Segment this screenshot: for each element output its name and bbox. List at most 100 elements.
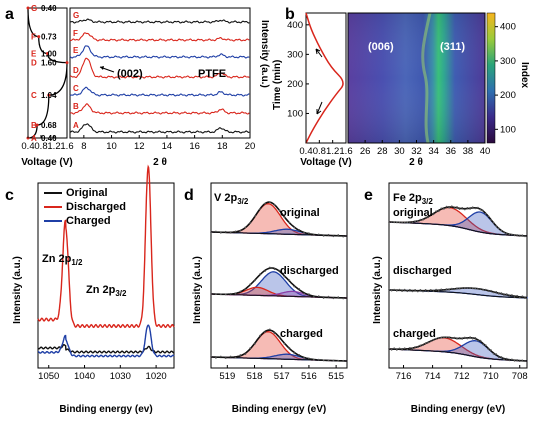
a-xrd-x-tick-label: 20 — [245, 141, 256, 152]
xps-data-point — [278, 335, 281, 338]
xps-data-point — [298, 354, 300, 356]
xps-data-point — [435, 337, 437, 340]
xps-data-point — [337, 359, 340, 362]
b-colorbar-tick-label: 400 — [500, 22, 516, 33]
b-heatmap-xlabel: 2 θ — [409, 157, 423, 168]
xps-data-point — [503, 231, 505, 234]
xps-data-point — [210, 355, 212, 358]
a-point-letter: D — [31, 59, 37, 68]
c-x-tick-label: 1030 — [110, 371, 131, 382]
xps-data-point — [259, 273, 261, 275]
xps-data-point — [308, 357, 310, 360]
xps-data-point — [388, 221, 390, 224]
xps-data-point — [406, 290, 409, 293]
b-time-tick-label: 300 — [287, 49, 303, 60]
a-point-value: 0.40 — [41, 134, 57, 143]
xps-data-point — [239, 354, 242, 356]
xps-data-point — [278, 209, 281, 212]
xps-data-point — [422, 218, 424, 221]
xps-panel-label: charged — [280, 328, 323, 340]
xps-data-point — [268, 328, 271, 331]
xps-data-point — [283, 342, 286, 345]
c-ylabel: Intensity (a.u.) — [12, 256, 23, 324]
a-xrd-series-line — [69, 123, 250, 134]
xps-data-point — [427, 290, 430, 293]
a-peak-002-arrowhead — [100, 66, 104, 70]
xps-data-point — [283, 216, 286, 219]
b-colorbar-tick-label: 100 — [500, 124, 516, 135]
a-xrd-x-tick-label: 12 — [134, 141, 145, 152]
xps-data-point — [288, 346, 291, 349]
xps-data-point — [497, 227, 500, 230]
xps-data-point — [219, 293, 222, 295]
xps-data-point — [524, 360, 526, 363]
d-frame — [210, 182, 348, 369]
c-xlabel: Binding energy (ev) — [59, 404, 152, 415]
xps-data-point — [505, 357, 508, 360]
xps-data-point — [500, 229, 503, 232]
xps-data-point — [477, 288, 479, 290]
c-series-line — [37, 164, 175, 329]
c-x-tick-label: 1050 — [38, 371, 59, 382]
xps-data-point — [409, 347, 411, 349]
c-x-tick-label: 1020 — [146, 371, 167, 382]
a-point-value: 1.00 — [41, 50, 57, 59]
b-heatmap-x-tick-label: 38 — [463, 146, 474, 157]
xps-data-point — [492, 221, 495, 224]
xps-data-point — [424, 289, 427, 291]
xps-data-point — [393, 221, 396, 224]
xps-panel-label: original — [280, 207, 320, 219]
xps-data-point — [518, 360, 521, 362]
a-xrd-series-line — [69, 86, 250, 97]
xps-data-point — [337, 296, 340, 298]
xps-data-point — [259, 208, 261, 211]
a-voltage-x-tick-label: 0.8 — [34, 141, 47, 152]
xps-data-point — [450, 205, 453, 208]
xps-data-point — [456, 206, 458, 208]
xps-data-point — [422, 290, 424, 293]
a-point-marker — [37, 35, 41, 39]
xps-data-point — [448, 336, 450, 339]
b-time-tick-label: 100 — [287, 108, 303, 119]
xps-data-point — [403, 347, 406, 350]
panel-b: 0.4 0.8 1.2 1.6 100 200 300 400 Voltage (V) Ti… — [272, 12, 530, 168]
xps-data-point — [471, 337, 474, 340]
xps-data-point — [264, 270, 266, 272]
xps-data-point — [419, 344, 422, 347]
xps-data-point — [322, 359, 325, 362]
d-xlabel: Binding energy (eV) — [232, 404, 326, 415]
xps-data-point — [490, 349, 492, 351]
panel-label-a: a — [5, 6, 14, 23]
b-arrow-down — [316, 101, 323, 115]
xps-data-point — [229, 355, 232, 358]
xps-data-point — [424, 342, 427, 345]
b-voltage-x-tick-label: 1.2 — [326, 146, 339, 157]
xps-data-point — [495, 291, 498, 293]
xps-data-point — [312, 296, 315, 298]
xps-data-point — [432, 213, 435, 216]
xps-data-point — [283, 275, 286, 278]
xps-data-point — [516, 294, 518, 297]
xps-background — [389, 221, 528, 237]
xps-data-point — [244, 226, 247, 229]
a-xrd-series-line — [69, 18, 250, 24]
xps-data-point — [484, 344, 487, 347]
xps-data-point — [487, 215, 490, 218]
xps-data-point — [448, 206, 450, 209]
xps-x-tick-label: 517 — [274, 371, 290, 382]
xps-data-point — [244, 353, 247, 355]
b-peak-006-label: (006) — [368, 41, 394, 53]
a-voltage-frame — [27, 7, 68, 139]
xps-data-point — [414, 220, 416, 223]
xps-data-point — [234, 292, 237, 295]
xps-data-point — [461, 207, 464, 209]
xps-panel-label: original — [393, 207, 433, 219]
panel-e: Fe 2p3/2 original discharged charged 716 71… — [372, 182, 528, 415]
a-voltage-x-tick-label: 0.4 — [21, 141, 34, 152]
a-point-marker — [46, 52, 49, 55]
a-point-marker — [65, 61, 69, 65]
xps-data-point — [342, 235, 345, 238]
xps-data-point — [469, 287, 471, 289]
xps-data-point — [437, 210, 440, 213]
xps-data-point — [490, 289, 492, 292]
